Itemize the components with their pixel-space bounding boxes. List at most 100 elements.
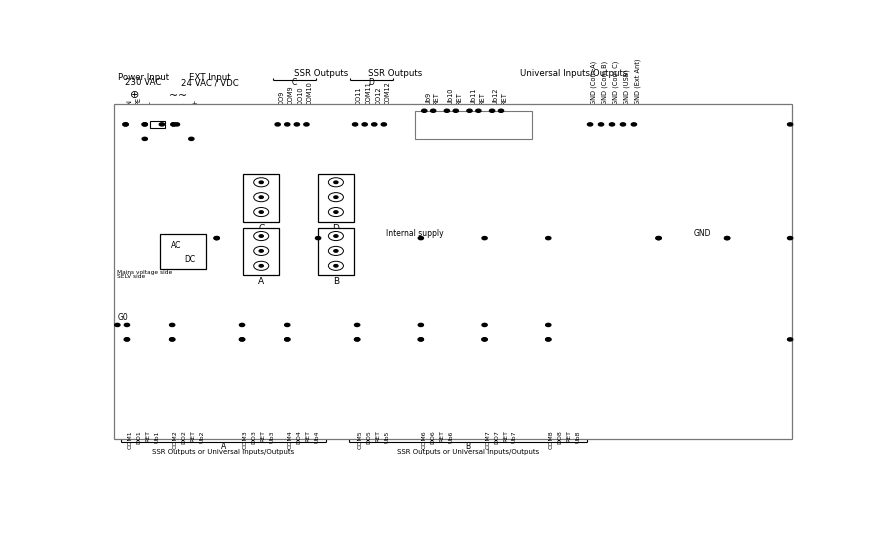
Text: COM8: COM8: [549, 430, 554, 449]
Circle shape: [214, 236, 219, 240]
Text: /: /: [183, 103, 189, 105]
Bar: [415, 111, 532, 139]
Circle shape: [142, 123, 148, 126]
Text: RET: RET: [434, 92, 440, 105]
Text: Ub12: Ub12: [492, 87, 499, 105]
Circle shape: [422, 109, 427, 112]
Text: COM1: COM1: [127, 430, 133, 449]
Text: Ub8: Ub8: [575, 430, 581, 442]
Text: DO5: DO5: [367, 430, 372, 444]
Circle shape: [294, 123, 300, 126]
Circle shape: [334, 235, 338, 237]
Text: G0: G0: [118, 313, 128, 322]
Text: DO9: DO9: [278, 90, 285, 105]
Circle shape: [285, 323, 290, 326]
Circle shape: [334, 211, 338, 213]
Text: Power Input: Power Input: [118, 72, 169, 82]
Text: DO1: DO1: [136, 430, 141, 444]
Circle shape: [598, 123, 604, 126]
Text: DO8: DO8: [558, 430, 563, 444]
Text: SSR Outputs: SSR Outputs: [368, 69, 422, 78]
Text: RET: RET: [261, 430, 265, 442]
Text: GND (USB): GND (USB): [623, 69, 630, 105]
Circle shape: [381, 123, 386, 126]
Circle shape: [418, 323, 423, 326]
Circle shape: [418, 236, 423, 240]
Text: Ub10: Ub10: [447, 87, 453, 105]
Text: Universal Inputs/Outputs: Universal Inputs/Outputs: [520, 69, 628, 78]
Circle shape: [214, 236, 219, 240]
Text: RET: RET: [502, 92, 507, 105]
Circle shape: [788, 236, 793, 240]
Circle shape: [545, 236, 551, 240]
Text: A: A: [258, 278, 264, 286]
Text: C: C: [292, 78, 297, 86]
Text: Ub7: Ub7: [512, 430, 517, 443]
Text: SSR Outputs or Universal Inputs/Outputs: SSR Outputs or Universal Inputs/Outputs: [397, 449, 539, 455]
Circle shape: [467, 109, 472, 112]
Text: Ub11: Ub11: [470, 87, 476, 105]
Text: DO2: DO2: [182, 430, 187, 444]
Circle shape: [259, 181, 263, 184]
Bar: [150, 121, 165, 128]
Text: RET: RET: [306, 430, 311, 442]
Text: ~: ~: [178, 91, 187, 101]
Text: DO4: DO4: [297, 430, 301, 444]
Circle shape: [482, 338, 487, 341]
Circle shape: [725, 236, 729, 240]
Text: -: -: [174, 102, 180, 105]
Circle shape: [275, 123, 280, 126]
Circle shape: [125, 338, 130, 341]
Text: SELV side: SELV side: [118, 274, 146, 279]
Text: D: D: [369, 78, 375, 86]
Circle shape: [142, 137, 148, 141]
Text: DO6: DO6: [431, 430, 436, 444]
Text: RET: RET: [191, 430, 195, 442]
Text: SSR Outputs or Universal Inputs/Outputs: SSR Outputs or Universal Inputs/Outputs: [152, 449, 294, 455]
Circle shape: [334, 196, 338, 198]
Circle shape: [588, 123, 592, 126]
Circle shape: [482, 338, 487, 341]
Text: Ub6: Ub6: [448, 430, 453, 442]
Text: Ub4: Ub4: [315, 430, 320, 443]
Circle shape: [334, 265, 338, 267]
Text: DO11: DO11: [355, 86, 362, 105]
Circle shape: [353, 123, 358, 126]
Text: PE: PE: [136, 97, 141, 105]
Text: COM5: COM5: [358, 430, 362, 449]
Text: COM6: COM6: [422, 430, 427, 449]
Circle shape: [453, 109, 459, 112]
Text: COM11: COM11: [365, 81, 371, 105]
Circle shape: [142, 123, 148, 126]
Circle shape: [490, 109, 495, 112]
Circle shape: [115, 323, 120, 326]
Text: GND (Com B): GND (Com B): [602, 60, 608, 105]
Text: COM12: COM12: [385, 81, 391, 105]
Bar: [160, 234, 207, 269]
Bar: [243, 228, 279, 275]
Text: B: B: [466, 442, 470, 451]
Circle shape: [259, 265, 263, 267]
Text: GND (Ext Ant): GND (Ext Ant): [635, 58, 641, 105]
Text: EXT Input: EXT Input: [189, 72, 231, 82]
Text: RET: RET: [456, 92, 462, 105]
Circle shape: [304, 123, 309, 126]
Circle shape: [259, 250, 263, 252]
Circle shape: [609, 123, 614, 126]
Circle shape: [259, 211, 263, 213]
Circle shape: [788, 338, 793, 341]
Text: COM10: COM10: [307, 81, 313, 105]
Circle shape: [189, 137, 194, 141]
Text: RET: RET: [376, 430, 381, 442]
Circle shape: [259, 235, 263, 237]
Circle shape: [171, 123, 176, 126]
Circle shape: [125, 338, 130, 341]
Text: COM2: COM2: [173, 430, 178, 449]
Text: D: D: [332, 224, 339, 233]
Circle shape: [240, 338, 245, 341]
Circle shape: [621, 123, 626, 126]
Circle shape: [334, 250, 338, 252]
Text: RET: RET: [567, 430, 572, 442]
Text: Ub5: Ub5: [385, 430, 390, 442]
Circle shape: [125, 323, 130, 326]
